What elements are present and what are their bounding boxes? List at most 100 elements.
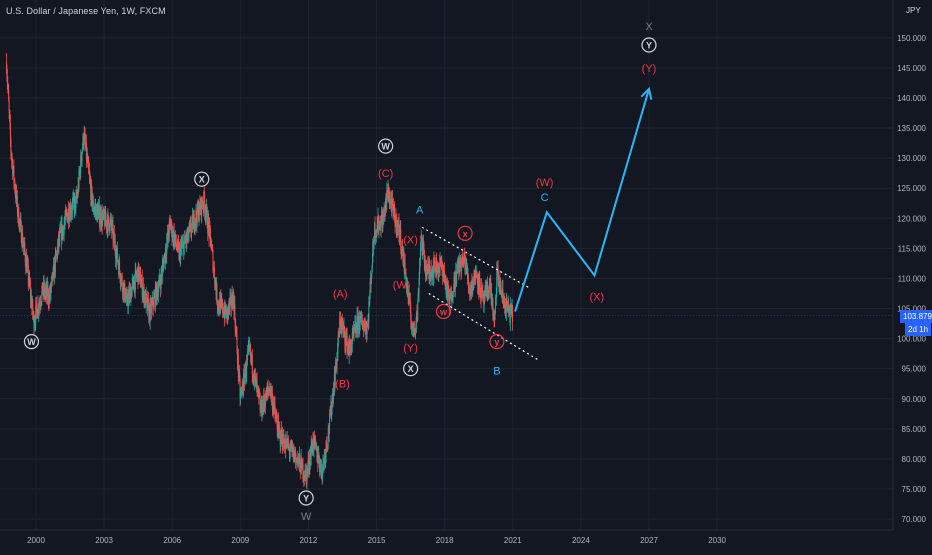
candle-body — [328, 428, 330, 433]
candle-body — [426, 265, 428, 275]
candle-body — [350, 345, 352, 354]
candle-body — [329, 413, 331, 432]
candle-body — [279, 430, 281, 432]
candle-body — [133, 279, 135, 288]
wave-label-circle — [194, 171, 210, 187]
candle-body — [141, 278, 143, 297]
candle-body — [448, 292, 450, 300]
candle-body — [473, 280, 475, 283]
candle-body — [497, 268, 499, 281]
candle-body — [409, 300, 411, 312]
candle-body — [420, 235, 422, 240]
candle-body — [243, 373, 245, 391]
candle-body — [11, 157, 13, 160]
candle-body — [430, 275, 432, 280]
candle-body — [16, 189, 18, 201]
candle-body — [374, 223, 376, 238]
candle-body — [160, 272, 162, 289]
candle-body — [177, 240, 179, 250]
candle-body — [447, 288, 449, 293]
candle-body — [259, 398, 261, 411]
candle-body — [296, 459, 298, 466]
candle-body — [241, 387, 243, 391]
candle-body — [401, 245, 403, 252]
wave-label: (X) — [589, 291, 604, 303]
candle-body — [375, 230, 377, 238]
candle-body — [6, 76, 8, 83]
candle-body — [212, 248, 214, 252]
candle-body — [210, 236, 212, 248]
candle-body — [283, 434, 285, 443]
candle-body — [41, 290, 43, 302]
wave-label: Y — [646, 41, 652, 51]
candle-body — [504, 305, 506, 308]
candle-body — [415, 324, 417, 330]
candle-body — [140, 286, 142, 288]
candle-body — [313, 434, 315, 437]
candle-body — [198, 206, 200, 221]
wave-label: (C) — [378, 168, 393, 180]
candle-body — [339, 319, 341, 336]
candle-body — [203, 191, 205, 201]
candle-body — [361, 319, 363, 327]
candle-body — [367, 324, 369, 327]
candle-body — [334, 372, 336, 386]
candle-body — [466, 263, 468, 272]
candle-body — [420, 235, 422, 251]
candle-body — [336, 352, 338, 367]
candle-body — [121, 276, 123, 286]
candle-body — [42, 292, 44, 295]
time-tick-label: 2027 — [640, 536, 658, 545]
price-tick-label: 125.000 — [897, 184, 926, 193]
candle-body — [63, 225, 65, 235]
price-tick-label: 120.000 — [897, 214, 926, 223]
candle-body — [246, 359, 248, 361]
candle-body — [38, 308, 40, 313]
candle-body — [454, 276, 456, 289]
candle-body — [487, 282, 489, 295]
candle-body — [502, 289, 504, 295]
candle-body — [405, 273, 407, 286]
candle-body — [253, 380, 255, 382]
candle-body — [209, 224, 211, 228]
candle-body — [271, 393, 273, 409]
candle-body — [496, 270, 498, 293]
candle-body — [140, 272, 142, 287]
candle-body — [236, 333, 238, 336]
candle-body — [258, 395, 260, 397]
candle-body — [343, 326, 345, 333]
wave-label-circle — [403, 361, 419, 377]
candle-body — [419, 250, 421, 260]
candle-body — [111, 223, 113, 231]
candle-body — [204, 200, 206, 213]
candle-body — [157, 288, 159, 297]
candle-body — [145, 294, 147, 307]
candle-body — [505, 311, 507, 315]
candle-body — [18, 207, 20, 226]
candle-body — [449, 295, 451, 306]
candle-body — [438, 268, 440, 273]
price-tick-label: 110.000 — [898, 274, 927, 283]
candle-body — [378, 222, 380, 228]
candle-body — [300, 458, 302, 475]
candle-body — [327, 441, 329, 447]
candle-body — [195, 210, 197, 218]
candle-body — [433, 258, 435, 263]
candle-body — [508, 310, 510, 314]
candle-body — [44, 286, 46, 296]
candle-body — [410, 311, 412, 321]
candle-body — [209, 227, 211, 237]
candle-body — [188, 234, 190, 239]
candle-body — [252, 375, 254, 381]
candle-body — [192, 218, 194, 230]
candle-body — [167, 228, 169, 235]
candle-body — [232, 293, 234, 309]
candle-body — [224, 302, 226, 313]
candle-body — [363, 324, 365, 328]
candle-body — [163, 258, 165, 269]
candle-body — [20, 222, 22, 243]
candle-body — [36, 303, 38, 310]
candle-body — [156, 284, 158, 290]
